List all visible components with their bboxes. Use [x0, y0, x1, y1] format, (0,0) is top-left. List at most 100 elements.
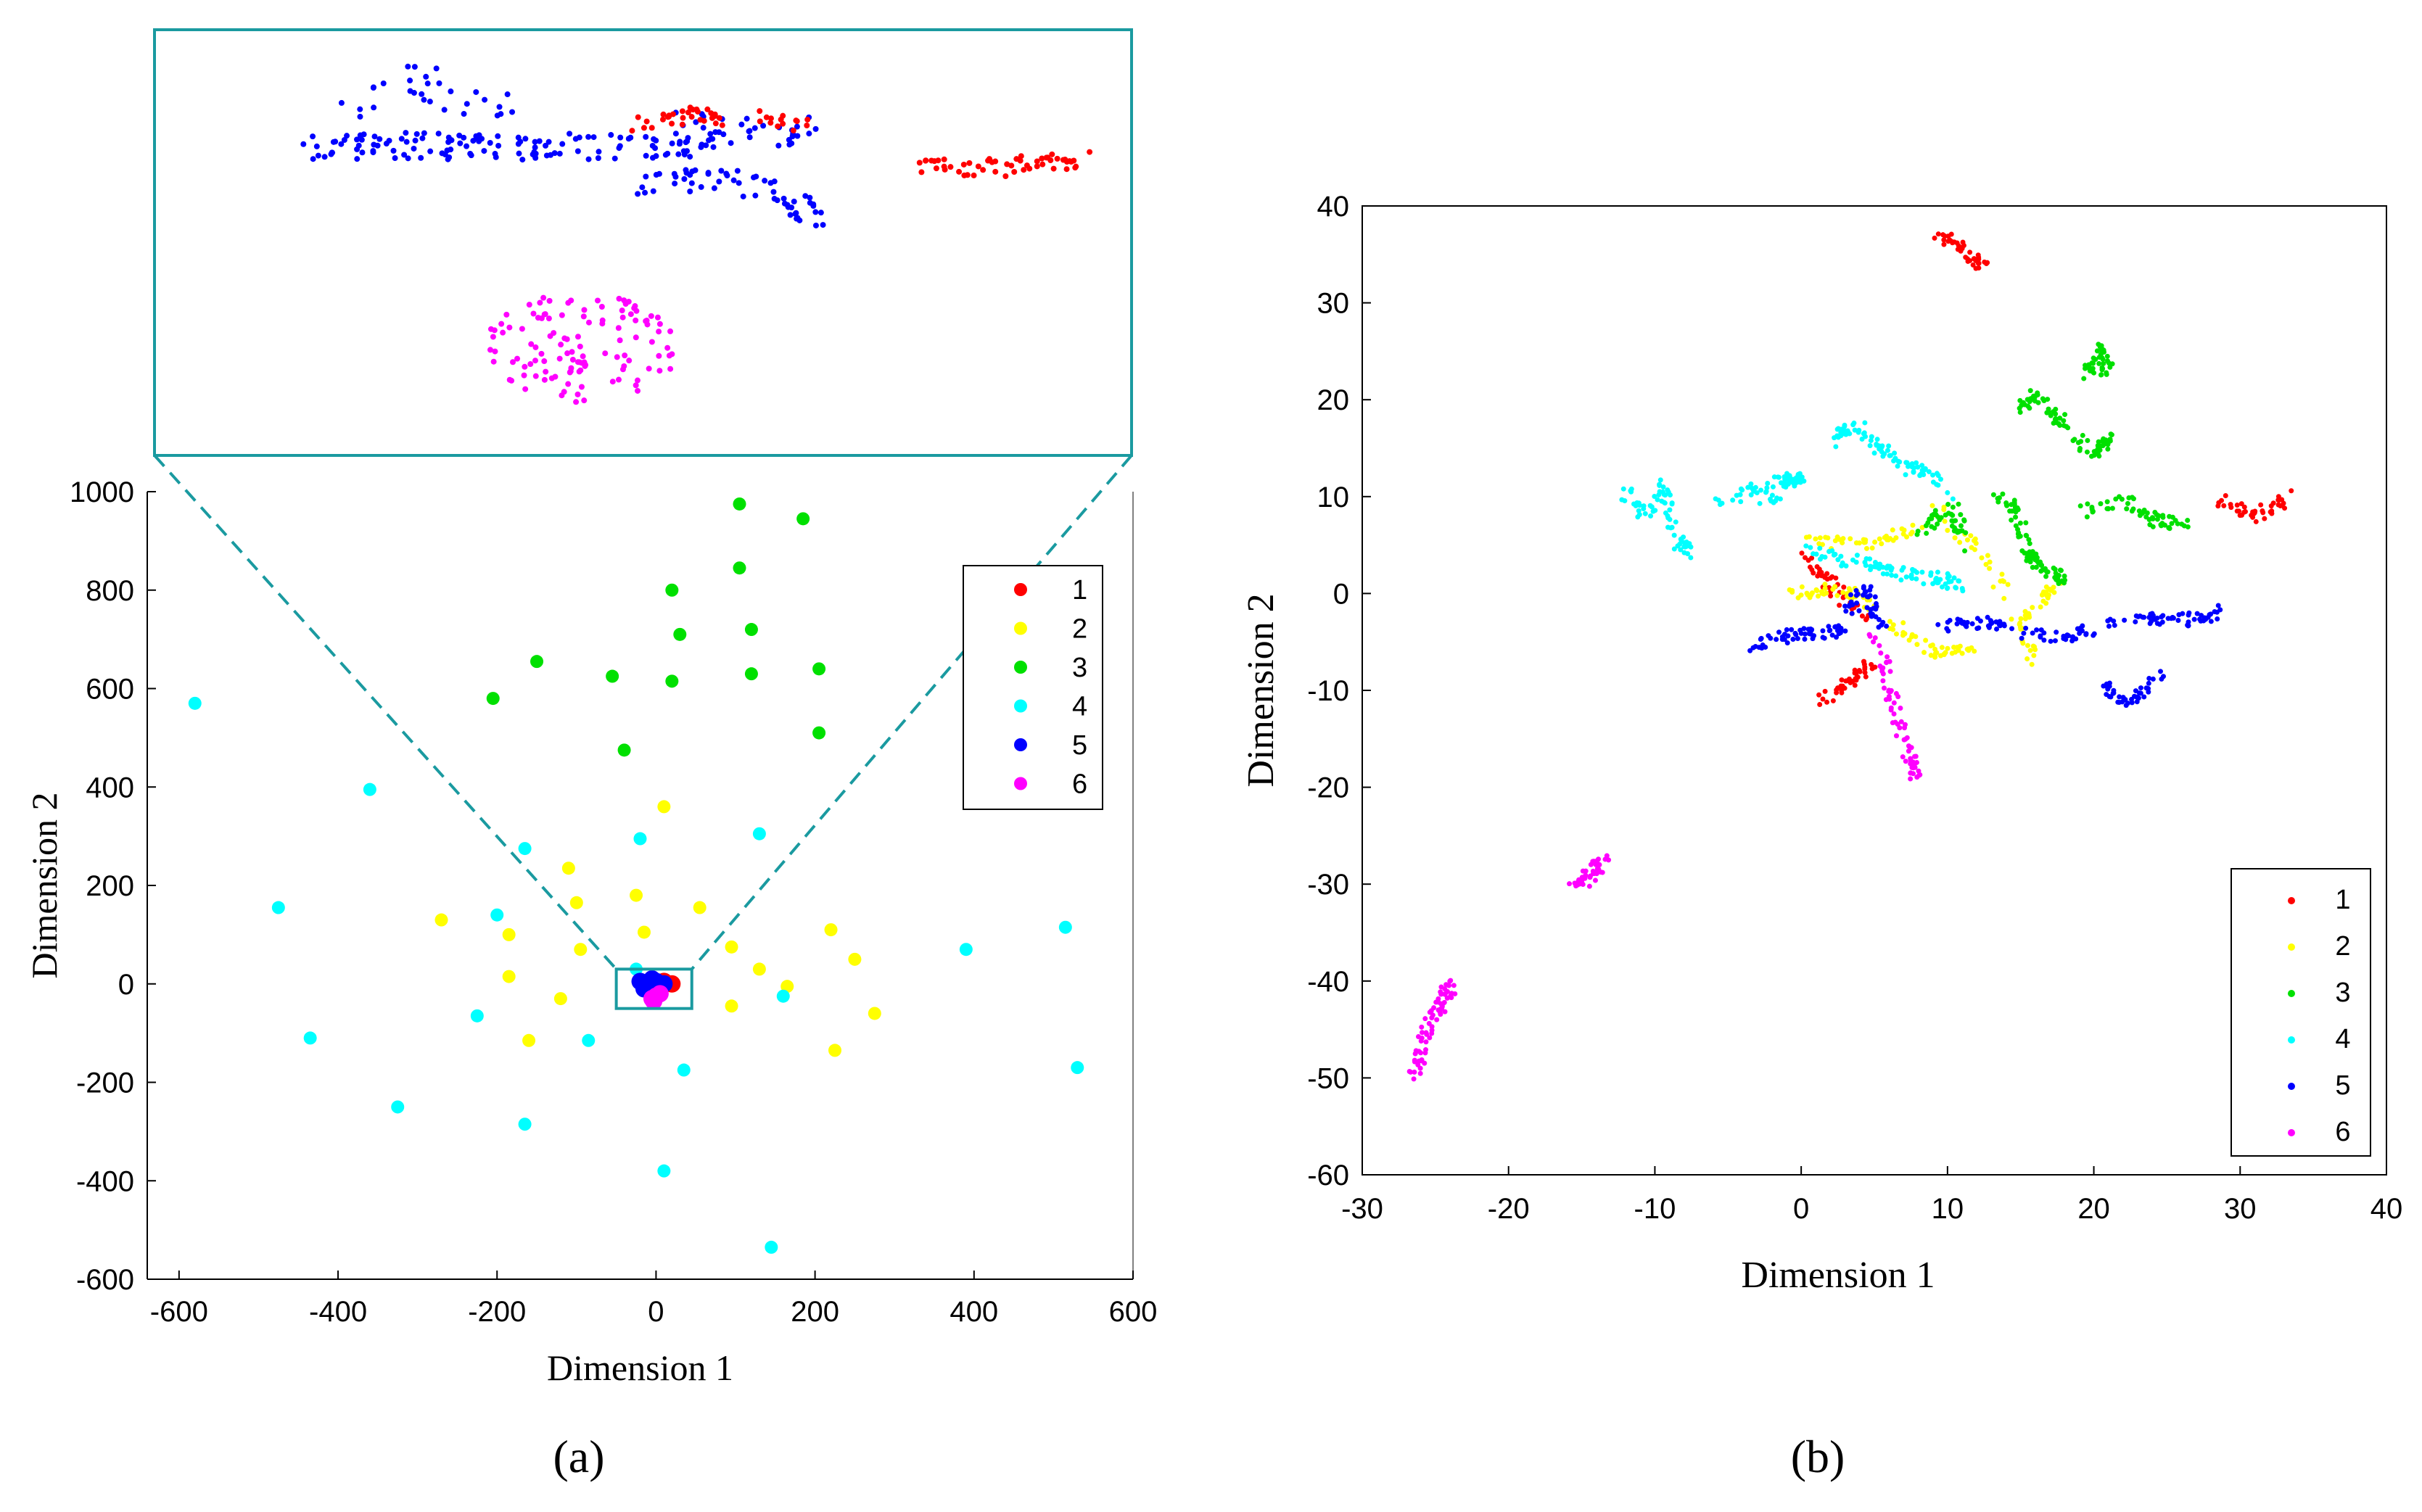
point-b-series-3 — [2024, 550, 2030, 556]
point-b-series-4 — [1839, 563, 1845, 569]
point-b-series-5 — [1820, 628, 1826, 634]
zoom-point-series-5 — [341, 137, 347, 144]
zoom-point-series-5 — [448, 88, 454, 95]
zoom-point-series-5 — [403, 130, 409, 136]
zoom-point-series-5 — [359, 149, 366, 156]
ylabel-a: Dimension 2 — [24, 793, 65, 979]
ytick-b-label: 10 — [1317, 482, 1350, 513]
point-b-series-1 — [2268, 503, 2274, 509]
point-b-series-3 — [2033, 564, 2039, 570]
point-b-series-4 — [1801, 478, 1807, 484]
point-b-series-4 — [1919, 467, 1925, 473]
point-b-series-3 — [2154, 516, 2160, 522]
point-b-series-3 — [2061, 423, 2067, 429]
point-b-series-4 — [1854, 553, 1860, 558]
zoom-point-series-6 — [514, 355, 521, 362]
point-b-series-2 — [2030, 605, 2035, 611]
point-b-series-4 — [1874, 437, 1880, 442]
zoom-point-series-1 — [960, 161, 967, 168]
point-b-series-4 — [1951, 575, 1957, 581]
point-b-series-1 — [1830, 698, 1836, 703]
point-b-series-4 — [1895, 463, 1900, 469]
point-b-series-2 — [1937, 653, 1943, 658]
point-b-series-3 — [2080, 432, 2085, 438]
point-b-series-3 — [1962, 548, 1968, 554]
point-b-series-6 — [1887, 696, 1892, 702]
zoom-point-series-5 — [370, 84, 376, 91]
point-b-series-5 — [2159, 619, 2165, 625]
zoom-point-series-1 — [1071, 157, 1077, 164]
point-b-series-4 — [1888, 567, 1894, 573]
zoom-point-series-1 — [697, 117, 704, 123]
zoom-point-series-5 — [785, 204, 791, 210]
point-a-series-4 — [959, 943, 973, 957]
point-b-series-3 — [2054, 576, 2059, 582]
point-b-series-1 — [1985, 260, 1990, 265]
point-a-series-3 — [812, 726, 826, 740]
point-b-series-6 — [1903, 759, 1908, 764]
legend-a-label-2: 2 — [1072, 614, 1087, 645]
zoom-point-series-1 — [629, 128, 635, 134]
ytick-a-label: -600 — [76, 1264, 134, 1296]
point-a-series-4 — [633, 832, 647, 846]
point-b-series-4 — [1681, 544, 1687, 550]
point-b-series-4 — [1817, 545, 1823, 551]
point-b-series-1 — [1816, 570, 1822, 576]
point-b-series-4 — [1715, 497, 1721, 503]
point-b-series-1 — [1976, 255, 1982, 260]
point-a-series-2 — [868, 1007, 881, 1020]
point-b-series-6 — [1580, 882, 1586, 888]
zoom-point-series-6 — [564, 336, 570, 342]
zoom-point-series-6 — [537, 299, 543, 306]
point-b-series-1 — [2242, 509, 2248, 515]
point-b-series-4 — [1907, 463, 1913, 468]
point-b-series-1 — [1822, 688, 1828, 694]
zoom-point-series-6 — [615, 376, 622, 383]
point-b-series-5 — [1869, 611, 1875, 617]
point-b-series-5 — [2038, 635, 2043, 640]
point-b-series-3 — [2105, 505, 2111, 511]
point-b-series-1 — [1839, 677, 1845, 683]
point-b-series-6 — [1423, 1039, 1429, 1045]
point-b-series-2 — [1909, 632, 1915, 637]
zoom-point-series-5 — [707, 131, 714, 137]
point-b-series-3 — [1937, 517, 1943, 523]
point-b-series-6 — [1598, 869, 1604, 875]
zoom-point-series-5 — [376, 136, 383, 142]
point-b-series-1 — [1955, 247, 1961, 252]
point-b-series-6 — [1882, 685, 1887, 691]
point-a-series-2 — [502, 970, 516, 983]
point-b-series-6 — [1880, 678, 1886, 684]
point-b-series-3 — [2166, 525, 2172, 531]
point-b-series-5 — [1774, 637, 1779, 643]
zoom-point-series-1 — [1063, 166, 1070, 173]
point-b-series-3 — [2052, 566, 2058, 572]
zoom-point-series-5 — [700, 125, 707, 131]
zoom-point-series-6 — [577, 343, 583, 350]
point-b-series-5 — [1856, 608, 1862, 614]
point-b-series-4 — [1681, 550, 1687, 555]
point-b-series-1 — [1834, 690, 1840, 695]
zoom-point-series-5 — [468, 152, 474, 159]
zoom-point-series-5 — [676, 141, 683, 147]
point-b-series-2 — [1919, 524, 1925, 530]
point-a-series-4 — [677, 1063, 691, 1077]
point-b-series-5 — [1853, 587, 1859, 593]
point-b-series-1 — [2253, 519, 2259, 524]
point-b-series-4 — [1833, 444, 1839, 450]
point-b-series-2 — [1840, 590, 1846, 595]
point-b-series-4 — [1893, 573, 1899, 579]
point-b-series-5 — [1849, 611, 1855, 616]
zoom-point-series-6 — [626, 358, 633, 364]
point-b-series-3 — [1995, 499, 2001, 505]
point-b-series-4 — [1669, 501, 1675, 507]
point-b-series-3 — [2104, 371, 2109, 377]
point-b-series-6 — [1880, 665, 1886, 671]
point-a-series-3 — [606, 669, 619, 683]
zoom-point-series-5 — [780, 195, 787, 202]
point-b-series-3 — [2032, 554, 2038, 560]
point-b-series-3 — [2009, 517, 2014, 523]
point-b-series-1 — [2289, 488, 2294, 494]
point-b-series-5 — [1843, 608, 1849, 614]
